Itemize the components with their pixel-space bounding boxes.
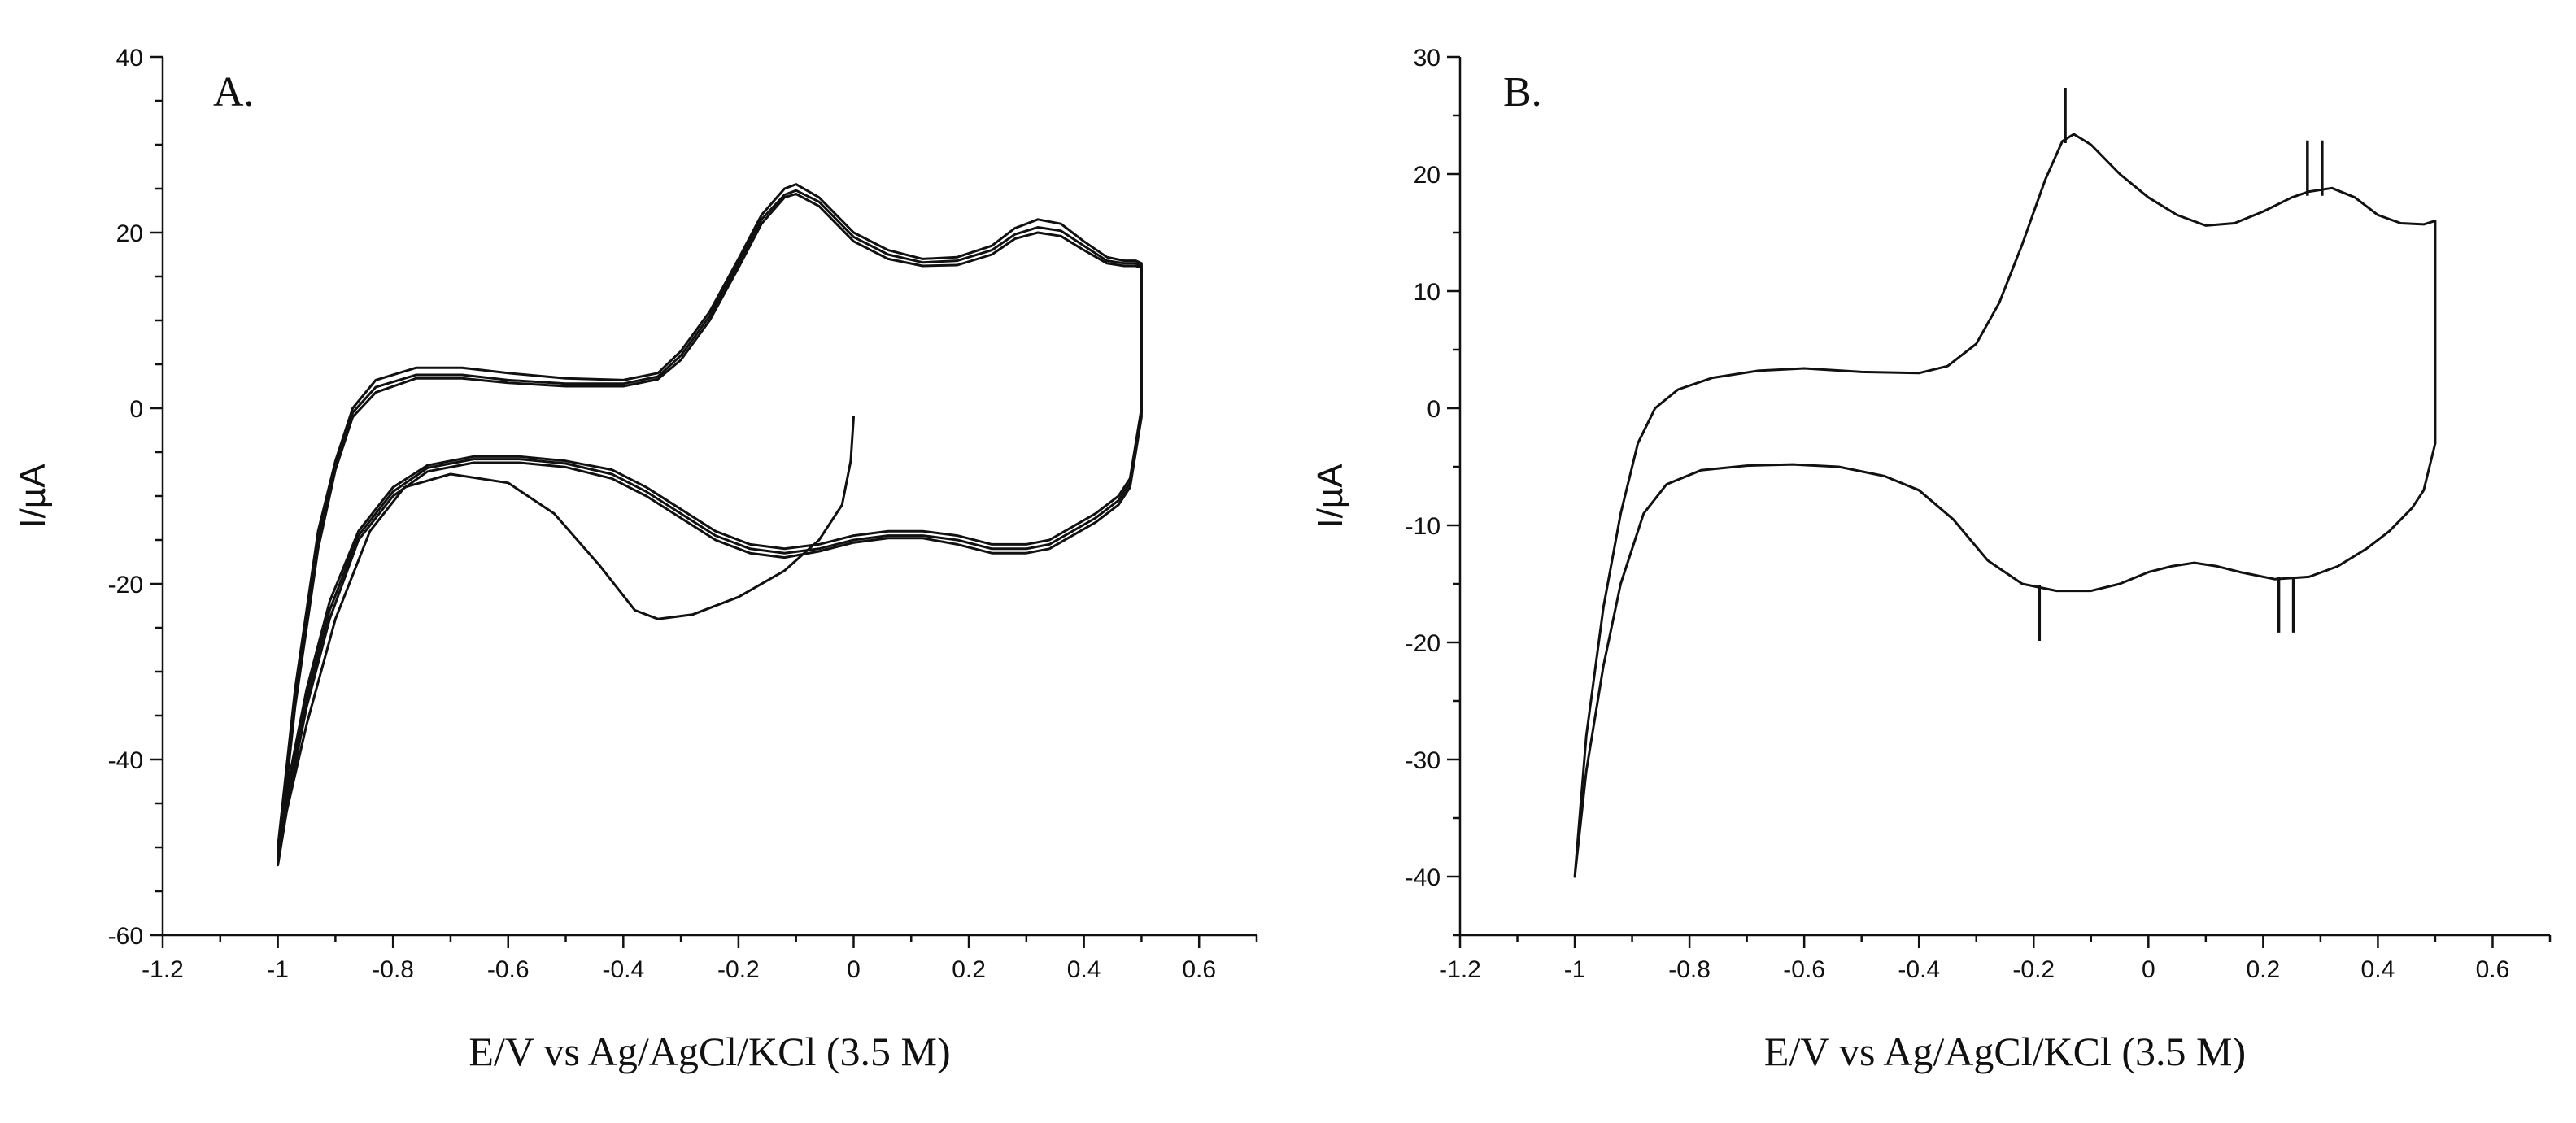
peak-marker: [2277, 577, 2295, 633]
x-tick-label: -0.4: [1898, 956, 1940, 983]
y-axis-title: I/µA: [1310, 464, 1350, 529]
y-tick-label: 20: [116, 220, 143, 247]
x-axis-title: E/V vs Ag/AgCl/KCl (3.5 M): [1764, 1029, 2246, 1074]
panel-label: B.: [1503, 69, 1542, 115]
panel-a: -1.2 -1 -0.8 -0.6 -0.4 -0.2 0 0.2 0.4 0.6 -60 -40 -2…: [13, 45, 1258, 1074]
x-tick-label: 0.2: [952, 956, 986, 983]
x-tick-label: 0.4: [1067, 956, 1101, 983]
x-tick-label: -0.2: [717, 956, 760, 983]
x-tick-label: -1: [1564, 956, 1586, 983]
y-tick-label: -40: [108, 747, 143, 774]
x-tick-label: 0: [847, 956, 861, 983]
x-tick-label: 0.6: [1182, 956, 1216, 983]
y-axis-title: I/µA: [13, 464, 53, 529]
x-tick-label: -1.2: [1439, 956, 1481, 983]
x-tick-label: -0.6: [1783, 956, 1825, 983]
series-line: [277, 193, 1143, 867]
y-tick-label: -60: [108, 923, 143, 950]
x-tick-label: -0.2: [2012, 956, 2055, 983]
series-line: [277, 416, 855, 867]
y-tick-label: 0: [129, 396, 143, 423]
y-tick-label: 40: [116, 45, 143, 72]
x-tick-label: 0: [2142, 956, 2155, 983]
y-tick-label: -20: [1406, 630, 1441, 657]
y-tick-label: 30: [1414, 45, 1441, 72]
y-tick-label: 20: [1414, 162, 1441, 189]
panel-b: -1.2 -1 -0.8 -0.6 -0.4 -0.2 0 0.2 0.4 0.6 -40 -30 -2…: [1310, 45, 2552, 1074]
x-tick-label: -1: [267, 956, 289, 983]
series-line: [1573, 133, 2437, 878]
series-line: [277, 189, 1143, 858]
x-tick-label: 0.4: [2361, 956, 2395, 983]
x-tick-label: -0.8: [372, 956, 414, 983]
x-tick-label: -0.4: [602, 956, 644, 983]
y-tick-label: -10: [1406, 513, 1441, 540]
x-axis-title: E/V vs Ag/AgCl/KCl (3.5 M): [469, 1029, 950, 1074]
peak-marker: [2306, 140, 2324, 196]
y-tick-label: 10: [1414, 279, 1441, 306]
y-tick-label: -20: [108, 572, 143, 598]
y-tick-label: -30: [1406, 747, 1441, 774]
x-tick-label: 0.6: [2476, 956, 2510, 983]
x-tick-label: -0.6: [487, 956, 530, 983]
x-tick-label: 0.2: [2247, 956, 2281, 983]
y-tick-label: -40: [1406, 864, 1441, 891]
series-line: [277, 183, 1143, 849]
panel-label: A.: [213, 69, 255, 115]
x-tick-label: -1.2: [142, 956, 184, 983]
x-tick-label: -0.8: [1668, 956, 1711, 983]
y-tick-label: 0: [1427, 396, 1441, 423]
